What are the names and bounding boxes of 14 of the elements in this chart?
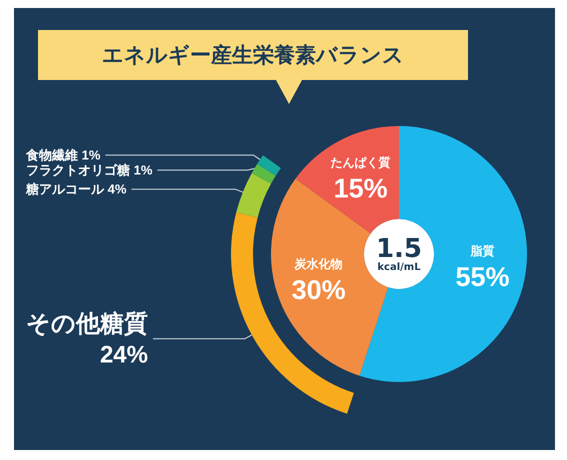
slice-label: たんぱく質	[330, 156, 391, 170]
slice-label: 食物繊維 1%	[25, 148, 101, 163]
data-label: 55%	[455, 262, 510, 292]
data-label: 24%	[100, 341, 148, 368]
slice-label: 糖アルコール 4%	[25, 182, 127, 197]
slice-label: 炭水化物	[294, 257, 343, 272]
slice-label: フラクトオリゴ糖 1%	[26, 162, 153, 178]
text: kcal/mL	[377, 262, 421, 272]
data-label: 30%	[292, 275, 346, 306]
data-label: 15%	[334, 174, 388, 204]
slice-label: その他糖質	[26, 310, 148, 338]
text: 1.5	[376, 234, 422, 264]
chart-title: エネルギー産生栄養素バランス	[38, 30, 468, 80]
slice-label: 脂質	[469, 244, 494, 258]
